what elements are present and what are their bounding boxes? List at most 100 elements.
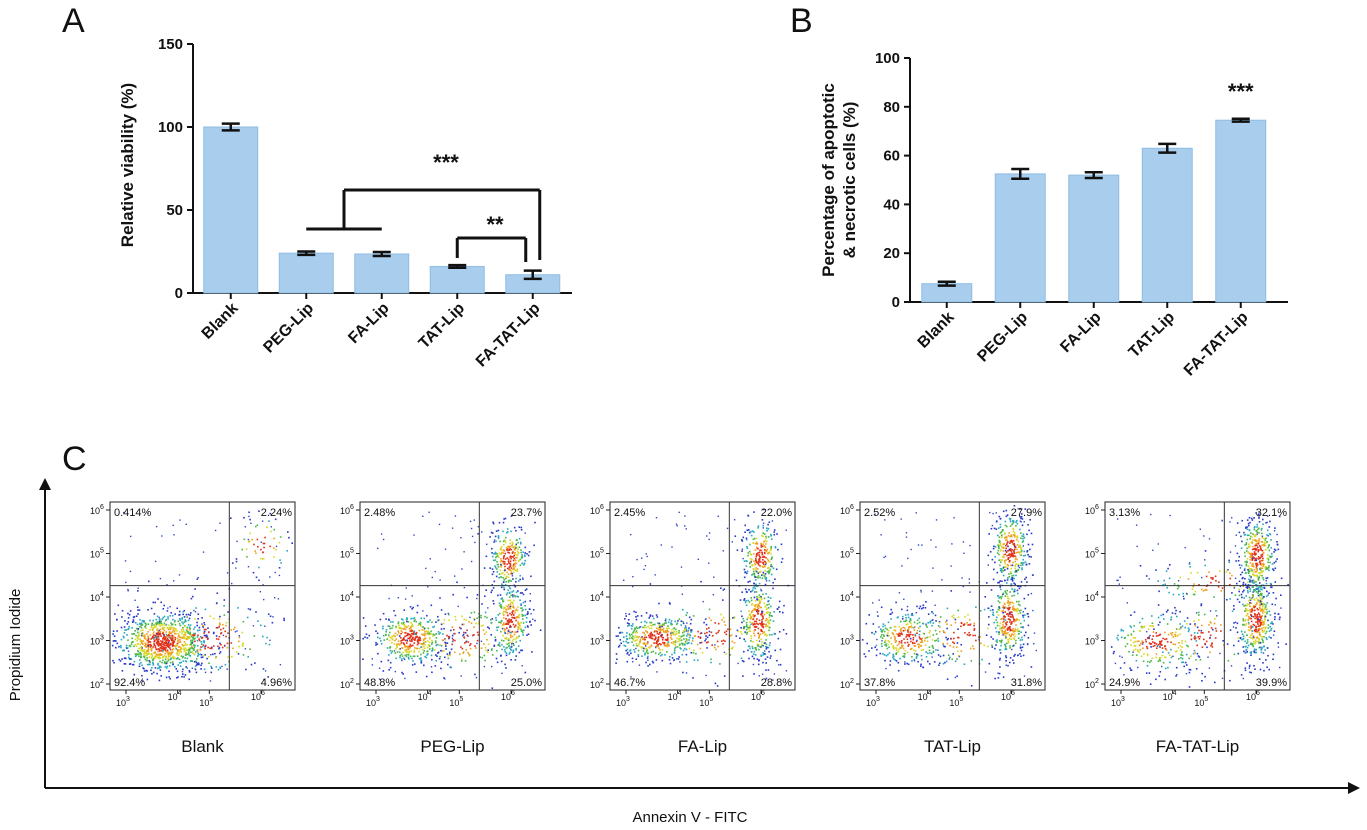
flow-event <box>655 637 657 640</box>
flow-event <box>163 662 166 664</box>
flow-event <box>688 616 691 619</box>
flow-event <box>774 649 776 652</box>
flow-event <box>743 620 745 622</box>
flow-event <box>419 637 421 639</box>
flow-event <box>667 630 670 633</box>
flow-event <box>1017 637 1020 639</box>
flow-event <box>153 624 155 626</box>
flow-event <box>262 542 265 545</box>
flow-event <box>668 644 670 647</box>
flow-event <box>658 602 660 605</box>
flow-event <box>760 597 763 600</box>
flow-event <box>999 549 1002 551</box>
flow-event <box>125 629 127 631</box>
flow-event <box>1030 666 1033 668</box>
flow-event <box>892 648 895 650</box>
flow-event <box>188 669 191 672</box>
flow-event <box>131 663 134 666</box>
flow-event <box>722 599 724 601</box>
flow-event <box>226 642 229 645</box>
flow-event <box>759 576 761 579</box>
flow-event <box>404 631 407 634</box>
flow-y-tick-exp: 4 <box>100 591 104 598</box>
flow-event <box>625 612 627 615</box>
flow-event <box>415 671 418 673</box>
flow-event <box>756 618 758 620</box>
flow-event <box>495 530 498 532</box>
flow-event <box>503 646 505 648</box>
flow-event <box>449 666 451 668</box>
flow-event <box>235 567 237 569</box>
flow-event <box>1011 539 1013 542</box>
flow-event <box>666 627 668 630</box>
flow-event <box>510 619 513 621</box>
flow-event <box>1011 613 1013 616</box>
flow-event <box>750 530 752 533</box>
flow-event <box>1022 564 1024 566</box>
flow-event <box>412 636 414 639</box>
flow-event <box>423 627 426 630</box>
flow-event <box>521 562 523 565</box>
flow-event <box>647 625 649 628</box>
flow-event <box>279 559 281 561</box>
flow-x-tick-exp: 4 <box>928 690 932 697</box>
flow-event <box>143 649 146 651</box>
flow-event <box>753 623 756 625</box>
flow-event <box>1028 555 1031 558</box>
flow-event <box>158 629 160 632</box>
flow-event <box>424 641 427 643</box>
flow-event <box>920 663 922 666</box>
flow-event <box>620 642 622 645</box>
flow-event <box>753 632 755 635</box>
flow-event <box>462 623 465 626</box>
flow-event <box>442 633 444 635</box>
flow-event <box>508 645 510 648</box>
flow-event <box>904 629 907 631</box>
flow-event <box>1027 643 1029 646</box>
flow-event <box>643 632 645 634</box>
flow-event <box>403 627 406 630</box>
flow-event <box>172 629 174 631</box>
flow-event <box>504 649 506 651</box>
flow-event <box>500 566 503 568</box>
flow-event <box>402 651 404 654</box>
flow-event <box>176 642 179 645</box>
flow-event <box>761 553 764 556</box>
flow-event <box>403 624 405 626</box>
flow-event <box>504 552 506 555</box>
flow-event <box>390 621 392 623</box>
flow-event <box>991 646 994 648</box>
flow-event <box>420 662 423 664</box>
flow-event <box>152 601 155 604</box>
flow-event <box>947 637 949 640</box>
flow-event <box>1025 631 1027 634</box>
flow-event <box>160 620 162 622</box>
flow-event <box>487 643 490 645</box>
flow-event <box>1021 568 1023 571</box>
flow-event <box>676 525 678 527</box>
flow-event <box>404 650 407 652</box>
flow-event <box>437 631 440 633</box>
flow-event <box>1015 571 1018 573</box>
flow-event <box>761 619 763 621</box>
flow-event <box>146 654 148 657</box>
flow-event <box>163 604 165 607</box>
flow-event <box>1010 534 1013 537</box>
flow-event <box>414 619 416 621</box>
flow-event <box>884 644 886 646</box>
flow-event <box>777 637 780 640</box>
flow-event <box>510 555 512 558</box>
flow-event <box>137 631 139 634</box>
flow-event <box>443 650 445 652</box>
flow-event <box>123 649 125 652</box>
flow-event <box>267 613 270 615</box>
flow-event <box>1021 524 1024 527</box>
flow-event <box>115 640 117 642</box>
flow-event <box>464 642 466 644</box>
flow-event <box>399 643 402 645</box>
flow-event <box>260 557 262 560</box>
flow-event <box>767 596 770 598</box>
flow-event <box>394 639 396 642</box>
flow-event <box>502 552 504 554</box>
flow-event <box>1012 634 1014 636</box>
